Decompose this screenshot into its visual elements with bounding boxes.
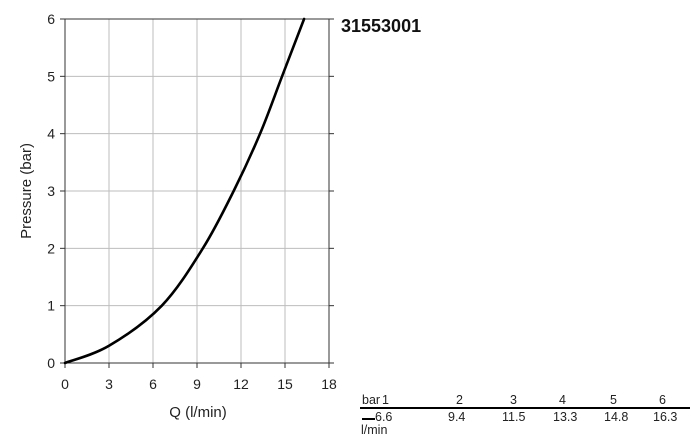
table-flow-value: 13.3 bbox=[553, 410, 577, 424]
table-flow-value: 9.4 bbox=[448, 410, 465, 424]
x-tick-label: 9 bbox=[193, 376, 201, 392]
table-flow-value: 6.6 bbox=[375, 410, 392, 424]
y-tick-label: 1 bbox=[47, 298, 55, 314]
x-tick-label: 3 bbox=[105, 376, 113, 392]
x-tick-label: 12 bbox=[233, 376, 249, 392]
x-axis-label: Q (l/min) bbox=[169, 404, 227, 421]
y-tick-label: 5 bbox=[47, 68, 55, 84]
x-tick-label: 0 bbox=[61, 376, 69, 392]
table-flow-value: 16.3 bbox=[653, 410, 677, 424]
table-bar-value: 2 bbox=[456, 393, 463, 407]
table-flow-value: 14.8 bbox=[604, 410, 628, 424]
x-tick-label: 6 bbox=[149, 376, 157, 392]
product-code: 31553001 bbox=[341, 16, 421, 36]
table-bar-value: 4 bbox=[559, 393, 566, 407]
table-bar-value: 5 bbox=[610, 393, 617, 407]
table-bar-value: 3 bbox=[510, 393, 517, 407]
y-tick-label: 2 bbox=[47, 240, 55, 256]
table-row-label-lmin: l/min bbox=[361, 423, 387, 437]
table-row-label-bar: bar bbox=[362, 393, 380, 407]
chart-grid bbox=[65, 19, 329, 363]
table-bar-value: 1 bbox=[382, 393, 389, 407]
y-tick-label: 3 bbox=[47, 183, 55, 199]
table-bar-value: 6 bbox=[659, 393, 666, 407]
x-tick-label: 15 bbox=[277, 376, 293, 392]
table-cells: 1 2 3 4 5 6 6.6 9.4 11.5 13.3 14.8 16.3 bbox=[375, 393, 677, 424]
pressure-flow-curve bbox=[63, 17, 306, 365]
table-flow-value: 11.5 bbox=[502, 410, 525, 424]
y-tick-label: 0 bbox=[47, 355, 55, 371]
x-tick-label: 18 bbox=[321, 376, 337, 392]
y-tick-label: 4 bbox=[47, 126, 55, 142]
y-tick-label: 6 bbox=[47, 11, 55, 27]
flow-rate-table: bar l/min 1 2 3 4 5 6 6.6 9.4 11.5 13.3 14.8 16.3 bbox=[360, 393, 690, 437]
y-axis-label: Pressure (bar) bbox=[18, 143, 35, 239]
